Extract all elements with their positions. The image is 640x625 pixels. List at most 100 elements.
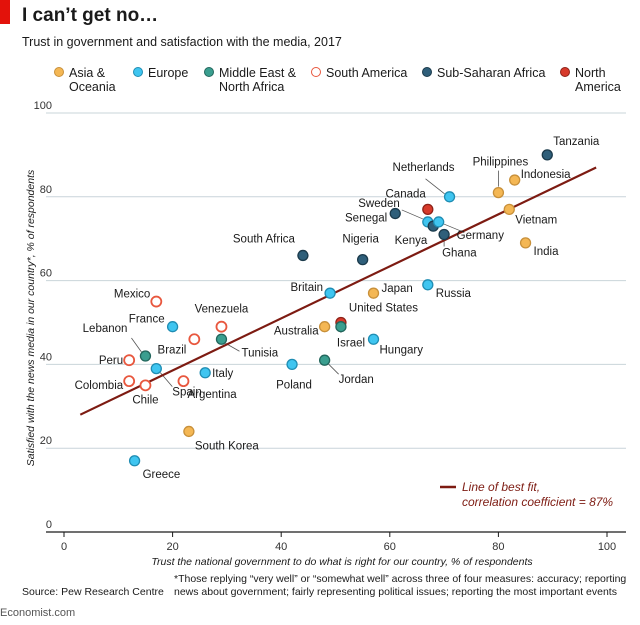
y-axis-label: Satisfied with the news media in our cou… [25, 169, 37, 466]
point-tunisia [215, 333, 228, 345]
brand-accent-bar [0, 0, 10, 24]
point-south-africa [297, 249, 309, 262]
point-label-canada: Canada [386, 188, 427, 200]
point-label-jordan: Jordan [339, 374, 374, 386]
x-axis-ticks: 0 20 40 60 80 100 [61, 532, 616, 553]
point-jordan [318, 354, 331, 366]
point-label-japan: Japan [382, 283, 413, 295]
point-venezuela [215, 320, 228, 333]
point-label-senegal: Senegal [345, 213, 387, 225]
point-label-venezuela: Venezuela [195, 304, 249, 316]
legend-label-mideast-line1: Middle East & [219, 66, 297, 80]
point-mexico [150, 295, 163, 308]
legend: Asia & Oceania Europe Middle East & North … [0, 64, 640, 100]
point-label-united-states: United States [349, 303, 418, 315]
y-axis-ticks: 0 20 40 60 80 100 [34, 100, 52, 531]
leader-line-lebanon [131, 337, 142, 353]
footnote: *Those replying “very well” or “somewhat… [174, 573, 627, 598]
point-senegal [389, 207, 401, 220]
source-credit: Source: Pew Research Centre [22, 586, 164, 598]
legend-label-northamerica-line1: North [575, 66, 606, 80]
point-britain [324, 287, 336, 299]
y-tick-label-100: 100 [34, 100, 52, 112]
point-label-colombia: Colombia [75, 380, 124, 392]
leader-line-germany [443, 223, 461, 232]
trendline-label-line2: correlation coefficient = 87% [462, 495, 613, 509]
legend-label-europe: Europe [148, 66, 189, 80]
point-label-south-africa: South Africa [233, 233, 296, 245]
point-label-israel: Israel [337, 338, 365, 350]
point-label-brazil: Brazil [158, 344, 187, 356]
x-axis-label: Trust the national government to do what… [151, 556, 533, 568]
point-spain [150, 362, 162, 375]
point-hungary [367, 333, 380, 345]
point-label-poland: Poland [276, 379, 312, 391]
x-tick-label-20: 20 [166, 541, 178, 553]
x-tick-label-0: 0 [61, 541, 67, 553]
legend-swatch-southamerica [311, 67, 321, 77]
y-tick-label-40: 40 [40, 351, 52, 363]
point-philippines [492, 186, 505, 199]
point-argentina [177, 375, 190, 388]
point-label-south-korea: South Korea [195, 440, 260, 452]
point-label-greece: Greece [143, 469, 181, 481]
point-poland [286, 358, 298, 371]
point-label-mexico: Mexico [114, 289, 150, 301]
point-label-chile: Chile [132, 394, 158, 406]
brand-credit: Economist.com [0, 607, 76, 619]
point-label-tunisia: Tunisia [241, 347, 278, 359]
legend-swatch-mideast [204, 67, 214, 77]
point-chile [139, 379, 152, 392]
legend-swatch-asia [54, 67, 64, 77]
label-leader-lines [131, 170, 499, 387]
legend-label-northamerica-line2: America [575, 80, 621, 94]
legend-label-southamerica: South America [326, 66, 408, 80]
point-colombia [123, 375, 136, 388]
x-tick-label-80: 80 [492, 541, 504, 553]
point-russia [422, 279, 434, 291]
x-tick-label-40: 40 [275, 541, 287, 553]
gridlines [46, 112, 626, 533]
legend-label-asia-line1: Asia & [69, 66, 106, 80]
y-tick-label-60: 60 [40, 268, 52, 280]
point-brazil [188, 333, 201, 346]
point-india [519, 237, 532, 249]
leader-line-sweden [401, 209, 423, 220]
legend-swatch-europe [133, 67, 143, 77]
trendline-legend: Line of best fit, correlation coefficien… [440, 480, 613, 509]
chart-title: I can’t get no… [22, 5, 159, 26]
point-label-hungary: Hungary [380, 344, 424, 356]
point-south-korea [183, 425, 195, 438]
point-label-ghana: Ghana [442, 248, 477, 260]
point-label-australia: Australia [274, 326, 319, 338]
point-france [166, 321, 179, 333]
point-label-kenya: Kenya [395, 235, 428, 247]
point-ghana [438, 228, 450, 241]
point-vietnam [503, 203, 515, 216]
point-label-france: France [129, 314, 165, 326]
point-tanzania [541, 149, 553, 161]
y-tick-label-0: 0 [46, 519, 52, 531]
point-label-lebanon: Lebanon [83, 323, 128, 335]
y-tick-label-80: 80 [40, 184, 52, 196]
point-canada [422, 203, 434, 216]
point-label-peru: Peru [99, 355, 123, 367]
point-label-nigeria: Nigeria [342, 234, 379, 246]
point-label-russia: Russia [436, 288, 472, 300]
point-label-italy: Italy [212, 368, 233, 380]
legend-label-asia-line2: Oceania [69, 80, 116, 94]
point-lebanon [139, 350, 152, 362]
point-label-argentina: Argentina [187, 389, 237, 401]
point-nigeria [356, 253, 369, 266]
point-israel [335, 321, 347, 333]
point-label-india: India [534, 246, 560, 258]
legend-label-africa: Sub-Saharan Africa [437, 66, 546, 80]
point-netherlands [443, 191, 456, 203]
legend-label-mideast-line2: North Africa [219, 80, 285, 94]
point-label-sweden: Sweden [358, 198, 400, 210]
chart-subtitle: Trust in government and satisfaction wit… [22, 35, 342, 49]
point-japan [367, 287, 380, 299]
point-label-indonesia: Indonesia [521, 169, 571, 181]
